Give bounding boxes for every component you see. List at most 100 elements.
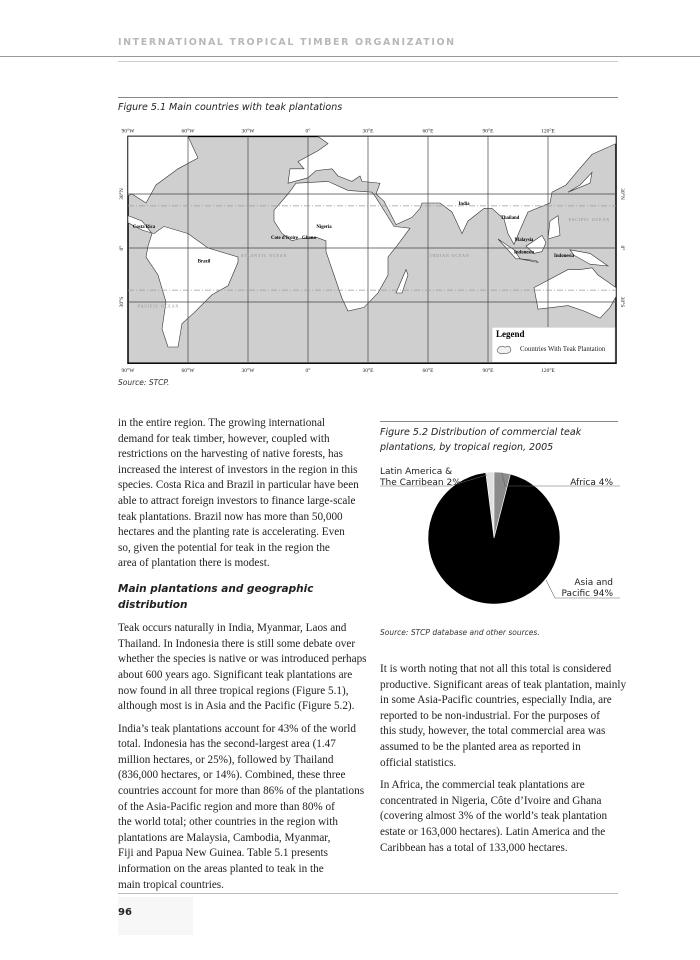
- header-rule: [0, 56, 700, 57]
- longitude-label: 120°E: [541, 367, 555, 373]
- country-label: Cote d'Ivoire: [271, 236, 298, 241]
- longitude-label: 60°W: [182, 127, 196, 134]
- country-label: Indonesia: [554, 254, 575, 259]
- text-line: countries account for more than 86% of t…: [118, 785, 365, 798]
- figure2-caption-line2: plantations, by tropical region, 2005: [380, 442, 554, 453]
- latitude-label: 0°: [118, 246, 125, 251]
- latitude-label: 0°: [619, 246, 626, 251]
- landmass: [525, 234, 547, 254]
- landmass: [569, 249, 610, 267]
- latitude-label: 30°N: [118, 188, 125, 200]
- leader-line: [501, 472, 620, 487]
- longitude-label: 90°W: [122, 127, 136, 134]
- text-line: (836,000 hectares, or 14%). Combined, th…: [118, 769, 346, 782]
- country-label: Nigeria: [316, 225, 332, 230]
- world-map: 90°W 90°W 60°W 60°W 30°W 30°W 0° 0° 30°E 30°E 60°E…: [118, 127, 626, 373]
- text-line: whether the species is native or was int…: [118, 653, 367, 666]
- page-number: 96: [118, 907, 132, 918]
- latitude-label: 30°S: [118, 297, 125, 308]
- text-line: of the Asia-Pacific region and more than…: [118, 800, 335, 813]
- landmass: [519, 258, 540, 263]
- legend-title: Legend: [496, 329, 525, 339]
- landmass: [127, 136, 199, 204]
- text-line: in the entire region. The growing intern…: [118, 417, 326, 429]
- leader-line: [380, 474, 488, 487]
- teak-country-swatch-icon: [496, 345, 512, 355]
- longitude-label: 60°W: [182, 367, 196, 373]
- longitude-label: 90°E: [482, 127, 494, 134]
- text-line: assumed to be the planted area as report…: [380, 740, 581, 753]
- ocean-label: PACIFIC OCEAN: [569, 218, 610, 222]
- landmass: [547, 215, 561, 240]
- landmass: [127, 215, 239, 348]
- text-line: demand for teak timber, however, coupled…: [118, 432, 330, 445]
- figure2-caption-line1: Figure 5.2 Distribution of commercial te…: [380, 427, 582, 438]
- figure2-caption: Figure 5.2 Distribution of commercial te…: [380, 425, 581, 455]
- country-label: Thailand: [501, 216, 520, 221]
- footer-shade: [118, 897, 193, 935]
- text-line: India’s teak plantations account for 43%…: [118, 722, 356, 735]
- label-latin-america-line1: Latin America &: [380, 467, 453, 477]
- legend-box: [491, 326, 616, 363]
- text-line: productive. Significant areas of teak pl…: [380, 678, 627, 691]
- longitude-label: 30°E: [362, 367, 374, 373]
- text-line: about 600 years ago. Significant teak pl…: [118, 668, 353, 681]
- country-label: Costa Rica: [133, 225, 156, 230]
- right-paragraph-2: In Africa, the commercial teak plantatio…: [380, 778, 620, 856]
- text-line: (covering almost 3% of the world’s teak …: [380, 810, 608, 823]
- text-line: in some Asia-Pacific countries, especial…: [380, 694, 612, 707]
- legend-item: Countries With Teak Plantation: [520, 346, 606, 353]
- country-label: Ghana: [302, 236, 316, 241]
- text-line: estate or 163,000 hectares). Latin Ameri…: [380, 825, 606, 838]
- landmass: [567, 171, 593, 193]
- text-line: restrictions on the harvesting of native…: [118, 448, 343, 461]
- landmass: [533, 267, 617, 319]
- text-line: area of plantation there is modest.: [118, 557, 270, 570]
- longitude-label: 30°W: [242, 367, 256, 373]
- longitude-label: 60°E: [422, 367, 434, 373]
- longitude-label: 0°: [306, 127, 311, 134]
- right-paragraph-1: It is worth noting that not all this tot…: [380, 662, 627, 771]
- text-line: this study, however, the total commercia…: [380, 725, 606, 738]
- label-asia-line1: Asia and: [574, 578, 613, 588]
- header-rule-2: [118, 61, 618, 62]
- right-column: It is worth noting that not all this tot…: [380, 662, 627, 863]
- figure1-caption: Figure 5.1 Main countries with teak plan…: [118, 102, 343, 113]
- figure2-source: Source: STCP database and other sources.: [380, 628, 540, 637]
- text-line: million hectares, or 25%), followed by T…: [118, 753, 334, 766]
- text-line: total. Indonesia has the second-largest …: [118, 738, 336, 751]
- figure1-rule: [118, 97, 618, 98]
- ocean-label: PACIFIC OCEAN: [138, 304, 179, 308]
- longitude-label: 30°E: [362, 127, 374, 134]
- left-paragraph-2: Teak occurs naturally in India, Myanmar,…: [118, 621, 367, 715]
- label-africa: Africa 4%: [570, 478, 613, 488]
- figure1-source: Source: STCP.: [118, 378, 170, 387]
- longitude-label: 90°W: [122, 367, 136, 373]
- leader-line: [545, 579, 620, 599]
- text-line: Fiji and Papua New Guinea. Table 5.1 pre…: [118, 847, 328, 860]
- label-asia-pacific: Asia and Pacific 94%: [562, 578, 613, 600]
- text-line: It is worth noting that not all this tot…: [380, 663, 612, 675]
- text-line: species. Costa Rica and Brazil in partic…: [118, 479, 359, 492]
- figure2-rule: [380, 421, 618, 422]
- text-line: teak plantations. Brazil now has more th…: [118, 510, 343, 523]
- longitude-label: 60°E: [422, 127, 434, 134]
- footer-rule: [118, 893, 618, 894]
- text-line: so, given the potential for teak in the …: [118, 541, 330, 554]
- longitude-label: 120°E: [541, 127, 555, 134]
- country-label: Brazil: [198, 259, 211, 264]
- text-line: increased the interest of investors in t…: [118, 463, 358, 476]
- pie-chart: [380, 471, 620, 605]
- pie-slice: [427, 472, 561, 605]
- text-line: hectares and the planting rate is accele…: [118, 526, 345, 539]
- left-column: in the entire region. The growing intern…: [118, 416, 367, 900]
- text-line: Caribbean has a total of 133,000 hectare…: [380, 841, 568, 854]
- label-asia-line2: Pacific 94%: [561, 589, 613, 599]
- longitude-label: 90°E: [482, 367, 494, 373]
- text-line: now found in all three tropical regions …: [118, 684, 349, 697]
- left-paragraph-3: India’s teak plantations account for 43%…: [118, 722, 366, 894]
- text-line: plantations are Malaysia, Cambodia, Myan…: [118, 831, 331, 844]
- section-heading: Main plantations and geographic distribu…: [118, 582, 314, 611]
- ocean-label: INDIAN OCEAN: [430, 254, 470, 258]
- text-line: official statistics.: [380, 756, 457, 769]
